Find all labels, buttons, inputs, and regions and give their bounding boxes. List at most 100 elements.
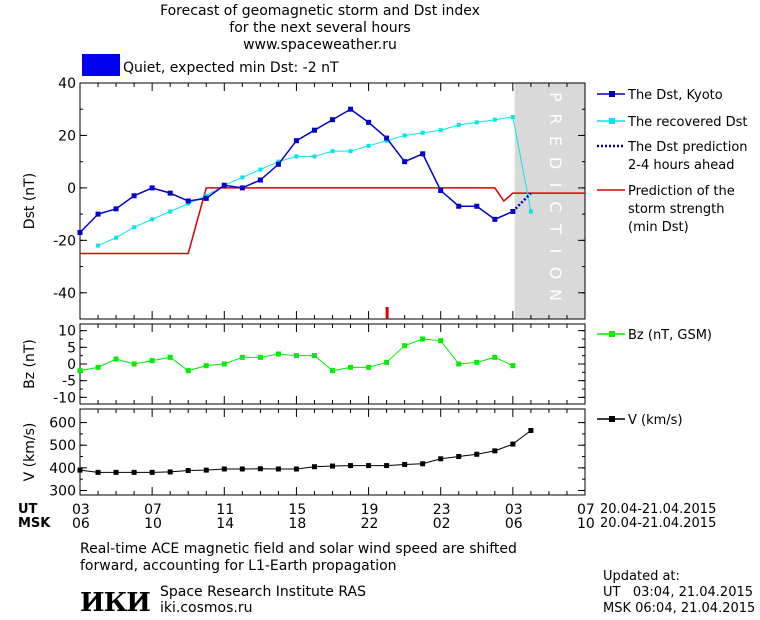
status-swatch (82, 54, 120, 76)
bz-point (293, 353, 299, 359)
source-url: www.spaceweather.ru (243, 37, 397, 53)
x-tick-label-msk: 14 (216, 516, 234, 532)
bz-point (239, 354, 245, 360)
dst-kyoto-point (366, 119, 372, 125)
speed-point (456, 454, 462, 460)
updated-label: Updated at: (603, 569, 680, 584)
recovered-dst-point (240, 175, 245, 180)
speed-point (113, 469, 119, 475)
x-tick-label-ut: 07 (144, 502, 162, 518)
recovered-dst-point (438, 128, 443, 133)
speed-point (275, 466, 281, 472)
institute-name: Space Research Institute RAS (160, 584, 366, 600)
y-tick-label: 10 (58, 324, 76, 340)
bz-point (456, 361, 462, 367)
chart-title-line-1: Forecast of geomagnetic storm and Dst in… (160, 3, 480, 19)
y-axis-label: V (km/s) (22, 423, 38, 482)
speed-point (384, 463, 390, 469)
recovered-dst-point (204, 193, 209, 198)
speed-point (474, 451, 480, 457)
bz-point (131, 361, 137, 367)
x-tick-label-msk: 10 (577, 516, 595, 532)
legend-storm-strength-text: (min Dst) (628, 220, 689, 235)
y-tick-label: 400 (49, 461, 76, 477)
speed-point (185, 468, 191, 474)
footer-note-line-2: forward, accounting for L1-Earth propaga… (80, 558, 397, 574)
iki-logo: ИКИ (80, 588, 151, 618)
y-tick-label: -40 (53, 286, 76, 302)
legend-storm-strength-text: Prediction of the (628, 184, 735, 199)
speed-point (131, 469, 137, 475)
dst-kyoto-point (492, 216, 498, 222)
speed-point (492, 448, 498, 454)
recovered-dst-point (276, 159, 281, 164)
speed-point (402, 461, 408, 467)
speed-point (167, 469, 173, 475)
msk-axis-label: MSK (18, 516, 51, 531)
speed-point (330, 463, 335, 469)
y-tick-label: 40 (58, 76, 76, 92)
bz-point (510, 363, 516, 369)
y-tick-label: 5 (67, 340, 76, 356)
x-tick-label-msk: 22 (361, 516, 379, 532)
bz-point (113, 356, 119, 362)
recovered-dst-point (456, 122, 461, 127)
legend-recovered-dst-marker (609, 118, 615, 124)
dst-kyoto-point (203, 195, 209, 201)
updated-msk: MSK 06:04, 21.04.2015 (603, 601, 756, 616)
speed-point (348, 463, 354, 469)
prediction-label-char: E (546, 136, 565, 146)
legend-storm-strength-text: storm strength (628, 202, 725, 217)
x-tick-label-msk: 18 (288, 516, 306, 532)
dst-kyoto-point (77, 229, 83, 235)
speed-point (77, 467, 83, 473)
bz-point (420, 336, 426, 342)
legend-dst-kyoto-text: The Dst, Kyoto (627, 88, 723, 103)
prediction-label-char: I (546, 183, 565, 188)
y-tick-label: 0 (67, 181, 76, 197)
recovered-dst-point (186, 201, 191, 206)
legend-speed-marker (609, 416, 615, 422)
dst-kyoto-point (330, 117, 335, 123)
dst-kyoto-point (348, 106, 354, 112)
recovered-dst-point (258, 167, 263, 172)
x-tick-label-ut: 15 (288, 502, 306, 518)
y-tick-label: 0 (67, 357, 76, 373)
speed-point (95, 469, 101, 475)
footer-note-line-1: Real-time ACE magnetic field and solar w… (80, 541, 517, 557)
bz-point (275, 351, 281, 357)
bz-point (366, 364, 372, 370)
bz-point (438, 338, 444, 344)
speed-point (366, 463, 372, 469)
legend-dst-prediction-text: 2-4 hours ahead (628, 158, 734, 173)
storm-strength-line (80, 187, 585, 255)
dst-kyoto-point (185, 198, 191, 204)
prediction-label-char: I (546, 249, 565, 254)
x-tick-label-ut: 19 (361, 502, 379, 518)
bz-point (474, 359, 480, 365)
speed-point (203, 467, 209, 473)
y-tick-label: 500 (49, 438, 76, 454)
x-tick-label-msk: 06 (72, 516, 90, 532)
speed-point (510, 441, 516, 447)
legend-bz-text: Bz (nT, GSM) (628, 328, 712, 343)
dst-kyoto-point (311, 127, 317, 133)
recovered-dst-point (348, 149, 353, 154)
dst-kyoto-point (149, 185, 155, 191)
dst-kyoto-point (402, 159, 408, 165)
recovered-dst-point (330, 149, 335, 154)
y-tick-label: 20 (58, 128, 76, 144)
x-tick-label-msk: 06 (505, 516, 523, 532)
legend-bz-marker (609, 331, 615, 337)
ut-axis-label: UT (18, 502, 38, 517)
prediction-label-char: T (546, 223, 565, 234)
legend-speed-text: V (km/s) (628, 413, 683, 428)
bz-point (149, 358, 155, 364)
x-tick-label-msk: 02 (433, 516, 451, 532)
prediction-label-char: R (546, 113, 565, 124)
speed-point (221, 466, 227, 472)
bz-point (311, 353, 317, 359)
recovered-dst-line (97, 116, 532, 247)
bz-point (492, 354, 498, 360)
bz-point (203, 363, 209, 369)
